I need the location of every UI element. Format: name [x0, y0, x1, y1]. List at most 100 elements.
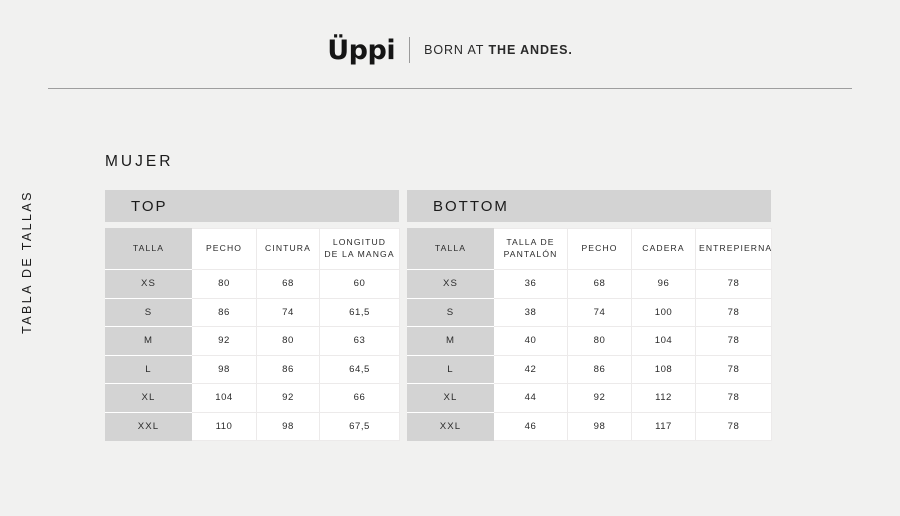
- table-header-row: TALLA TALLA DE PANTALÓN PECHO CADERA ENT…: [407, 228, 773, 270]
- cell-value: 68: [256, 269, 320, 299]
- table-row: L 98 86 64,5: [105, 354, 400, 384]
- size-table-block-top: TOP TALLA PECHO CINTURA LONGITUD DE LA M…: [105, 190, 400, 441]
- column-header-entrepierna: ENTREPIERNA: [695, 228, 773, 270]
- cell-size: XXL: [105, 411, 192, 441]
- column-header-pecho: PECHO: [567, 228, 632, 270]
- cell-value: 86: [191, 297, 257, 327]
- size-table-top: TALLA PECHO CINTURA LONGITUD DE LA MANGA…: [105, 228, 400, 441]
- cell-value: 38: [493, 297, 568, 327]
- cell-value: 92: [256, 383, 320, 413]
- table-row: S 38 74 100 78: [407, 297, 772, 327]
- cell-size: S: [407, 297, 494, 327]
- cell-value: 96: [631, 269, 696, 299]
- cell-size: XL: [407, 383, 494, 413]
- cell-value: 108: [631, 354, 696, 384]
- cell-size: XS: [105, 269, 192, 299]
- cell-value: 36: [493, 269, 568, 299]
- cell-value: 112: [631, 383, 696, 413]
- brand-divider: [409, 36, 411, 63]
- column-header-pecho: PECHO: [191, 228, 257, 270]
- cell-value: 117: [631, 411, 696, 441]
- cell-size: L: [105, 354, 192, 384]
- page-header: Üppi BORN AT THE ANDES.: [0, 0, 900, 89]
- cell-value: 78: [695, 269, 772, 299]
- cell-value: 98: [567, 411, 632, 441]
- brand-lockup: Üppi BORN AT THE ANDES.: [0, 35, 900, 66]
- cell-value: 78: [695, 354, 772, 384]
- size-table-bottom: TALLA TALLA DE PANTALÓN PECHO CADERA ENT…: [407, 228, 772, 441]
- header-line: PANTALÓN: [503, 249, 558, 259]
- cell-size: XL: [105, 383, 192, 413]
- header-line: DE LA MANGA: [324, 249, 395, 259]
- header-line: PECHO: [205, 243, 243, 254]
- column-header-talla-pantalon: TALLA DE PANTALÓN: [493, 228, 568, 270]
- tagline-regular: BORN AT: [424, 42, 489, 57]
- table-row: L 42 86 108 78: [407, 354, 772, 384]
- tagline-bold: THE ANDES.: [488, 42, 573, 57]
- column-header-talla: TALLA: [105, 228, 192, 270]
- cell-value: 60: [319, 269, 400, 299]
- cell-value: 104: [191, 383, 257, 413]
- cell-size: XS: [407, 269, 494, 299]
- table-row: S 86 74 61,5: [105, 297, 400, 327]
- size-table-block-bottom: BOTTOM TALLA TALLA DE PANTALÓN PECHO CAD…: [407, 190, 772, 441]
- header-line: CADERA: [642, 243, 685, 254]
- cell-value: 67,5: [319, 411, 400, 441]
- header-line: TALLA DE: [506, 237, 555, 248]
- cell-size: S: [105, 297, 192, 327]
- table-row: M 40 80 104 78: [407, 326, 772, 356]
- cell-value: 46: [493, 411, 568, 441]
- cell-value: 80: [567, 326, 632, 356]
- cell-value: 104: [631, 326, 696, 356]
- cell-value: 78: [695, 297, 772, 327]
- table-row: XS 36 68 96 78: [407, 269, 772, 299]
- header-line: TALLA: [434, 243, 467, 254]
- header-line: LONGITUD: [332, 237, 387, 248]
- cell-value: 110: [191, 411, 257, 441]
- cell-value: 86: [567, 354, 632, 384]
- table-row: XL 104 92 66: [105, 383, 400, 413]
- cell-value: 74: [567, 297, 632, 327]
- cell-value: 63: [319, 326, 400, 356]
- lippi-logo: Üppi: [327, 35, 396, 66]
- cell-value: 68: [567, 269, 632, 299]
- table-row: XXL 46 98 117 78: [407, 411, 772, 441]
- table-row: M 92 80 63: [105, 326, 400, 356]
- table-header-row: TALLA PECHO CINTURA LONGITUD DE LA MANGA: [105, 228, 400, 270]
- table-row: XS 80 68 60: [105, 269, 400, 299]
- cell-value: 74: [256, 297, 320, 327]
- cell-value: 100: [631, 297, 696, 327]
- cell-value: 80: [191, 269, 257, 299]
- column-header-cintura: CINTURA: [256, 228, 320, 270]
- header-divider-rule: [48, 88, 852, 89]
- page-title: MUJER: [105, 153, 174, 170]
- vertical-section-label: TABLA DE TALLAS: [20, 190, 34, 334]
- cell-size: XXL: [407, 411, 494, 441]
- column-header-longitud-manga: LONGITUD DE LA MANGA: [319, 228, 400, 270]
- cell-value: 44: [493, 383, 568, 413]
- cell-value: 78: [695, 411, 772, 441]
- table-row: XXL 110 98 67,5: [105, 411, 400, 441]
- cell-size: L: [407, 354, 494, 384]
- cell-value: 80: [256, 326, 320, 356]
- cell-value: 42: [493, 354, 568, 384]
- section-header-bottom: BOTTOM: [407, 190, 771, 222]
- cell-value: 78: [695, 383, 772, 413]
- cell-value: 66: [319, 383, 400, 413]
- cell-size: M: [105, 326, 192, 356]
- cell-value: 40: [493, 326, 568, 356]
- table-row: XL 44 92 112 78: [407, 383, 772, 413]
- section-header-top: TOP: [105, 190, 399, 222]
- cell-value: 78: [695, 326, 772, 356]
- cell-value: 64,5: [319, 354, 400, 384]
- cell-value: 61,5: [319, 297, 400, 327]
- brand-tagline: BORN AT THE ANDES.: [424, 43, 573, 57]
- cell-size: M: [407, 326, 494, 356]
- column-header-cadera: CADERA: [631, 228, 696, 270]
- cell-value: 86: [256, 354, 320, 384]
- header-line: ENTREPIERNA: [699, 243, 773, 254]
- header-line: CINTURA: [265, 243, 311, 254]
- header-line: TALLA: [132, 243, 165, 254]
- column-header-talla: TALLA: [407, 228, 494, 270]
- header-line: PECHO: [581, 243, 618, 254]
